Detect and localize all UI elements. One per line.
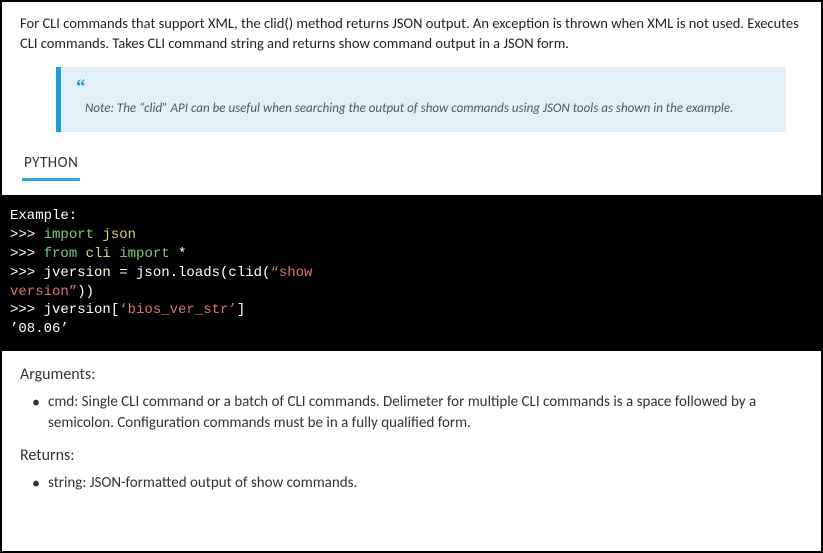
- code-prompt: >>>: [10, 246, 44, 262]
- intro-paragraph: For CLI commands that support XML, the c…: [20, 14, 803, 53]
- code-line: ’08.06’: [10, 320, 813, 339]
- code-line: version”)): [10, 283, 813, 302]
- code-keyword: import: [44, 227, 94, 243]
- doc-page: For CLI commands that support XML, the c…: [0, 0, 823, 553]
- code-text: ]: [237, 302, 245, 318]
- returns-heading: Returns:: [20, 446, 803, 465]
- code-line: >>> jversion[‘bios_ver_str’]: [10, 301, 813, 320]
- tab-python[interactable]: PYTHON: [22, 150, 80, 181]
- arguments-heading: Arguments:: [20, 365, 803, 384]
- code-line: >>> import json: [10, 226, 813, 245]
- open-quote-icon: “: [75, 77, 772, 97]
- code-example: Example:>>> import json>>> from cli impo…: [2, 195, 821, 351]
- code-string: ‘bios_ver_str’: [119, 302, 237, 318]
- code-line: >>> jversion = json.loads(clid(“show: [10, 264, 813, 283]
- code-ident: cli: [77, 246, 119, 262]
- arguments-list: cmd: Single CLI command or a batch of CL…: [32, 392, 803, 434]
- note-text: Note: The “clid” API can be useful when …: [75, 101, 772, 118]
- code-string: version”: [10, 284, 77, 300]
- code-text: )): [77, 284, 94, 300]
- list-item: string: JSON-formatted output of show co…: [32, 473, 803, 494]
- code-string: “show: [270, 265, 312, 281]
- code-keyword: from: [44, 246, 78, 262]
- code-tabs: PYTHON: [20, 150, 803, 181]
- list-item: cmd: Single CLI command or a batch of CL…: [32, 392, 803, 434]
- code-text: *: [170, 246, 187, 262]
- note-callout: “ Note: The “clid” API can be useful whe…: [56, 67, 786, 132]
- code-line: >>> from cli import *: [10, 245, 813, 264]
- code-text: >>> jversion = json.loads(clid(: [10, 265, 270, 281]
- code-line: Example:: [10, 207, 813, 226]
- code-keyword: import: [119, 246, 169, 262]
- code-prompt: >>>: [10, 227, 44, 243]
- code-ident: json: [94, 227, 136, 243]
- returns-list: string: JSON-formatted output of show co…: [32, 473, 803, 494]
- code-text: >>> jversion[: [10, 302, 119, 318]
